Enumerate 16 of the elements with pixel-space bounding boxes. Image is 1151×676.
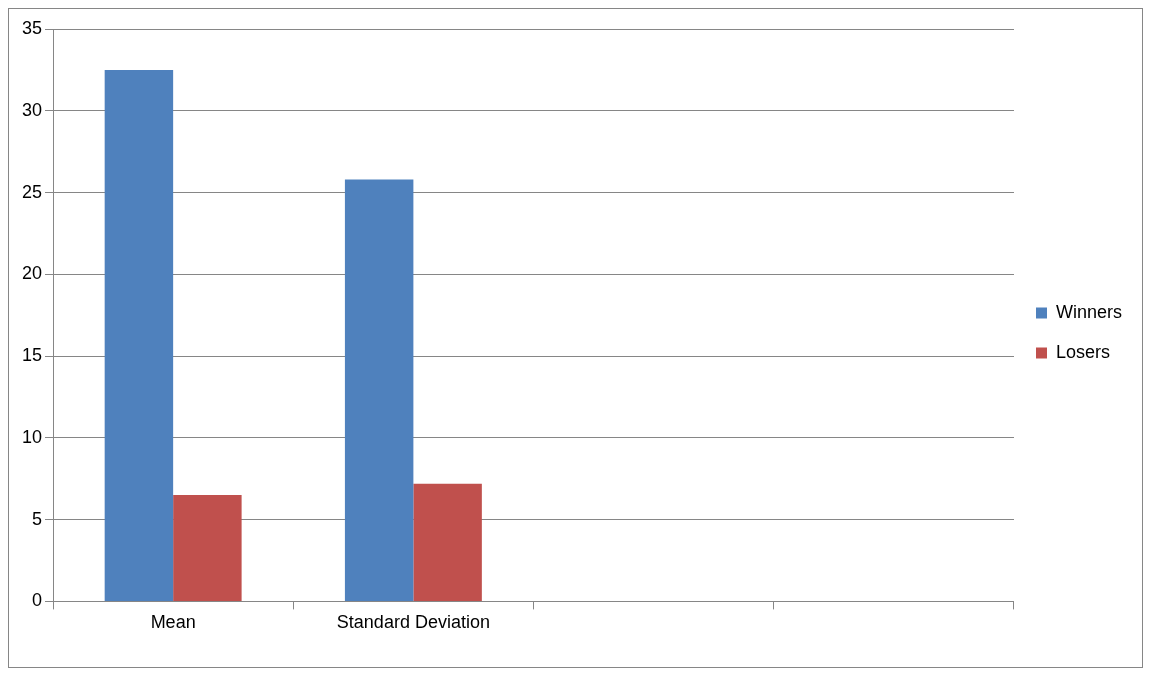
legend-label: Winners	[1055, 301, 1122, 322]
bar	[173, 495, 242, 601]
bar	[413, 483, 482, 601]
y-tick-label: 20	[21, 263, 43, 284]
y-tick-label: 0	[32, 590, 43, 611]
y-tick-label: 30	[21, 99, 43, 120]
y-tick-label: 5	[32, 508, 43, 529]
y-tick-label: 25	[21, 181, 43, 202]
bar	[344, 179, 414, 601]
x-tick-label: Mean	[150, 612, 196, 633]
y-tick-label: 15	[21, 345, 43, 366]
bar	[104, 69, 174, 601]
x-tick-label: Standard Deviation	[336, 612, 490, 633]
legend-label: Losers	[1055, 341, 1111, 362]
y-tick-label: 10	[21, 426, 43, 447]
y-tick-label: 35	[21, 17, 43, 38]
